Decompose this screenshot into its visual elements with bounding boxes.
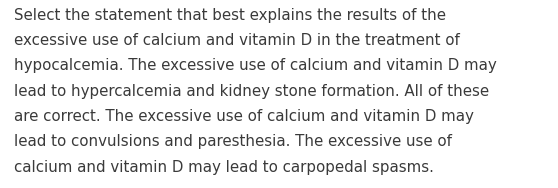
- Text: are correct. The excessive use of calcium and vitamin D may: are correct. The excessive use of calciu…: [14, 109, 474, 124]
- Text: excessive use of calcium and vitamin D in the treatment of: excessive use of calcium and vitamin D i…: [14, 33, 460, 48]
- Text: lead to convulsions and paresthesia. The excessive use of: lead to convulsions and paresthesia. The…: [14, 134, 452, 149]
- Text: hypocalcemia. The excessive use of calcium and vitamin D may: hypocalcemia. The excessive use of calci…: [14, 58, 497, 73]
- Text: calcium and vitamin D may lead to carpopedal spasms.: calcium and vitamin D may lead to carpop…: [14, 160, 434, 175]
- Text: lead to hypercalcemia and kidney stone formation. All of these: lead to hypercalcemia and kidney stone f…: [14, 84, 489, 99]
- Text: Select the statement that best explains the results of the: Select the statement that best explains …: [14, 8, 446, 23]
